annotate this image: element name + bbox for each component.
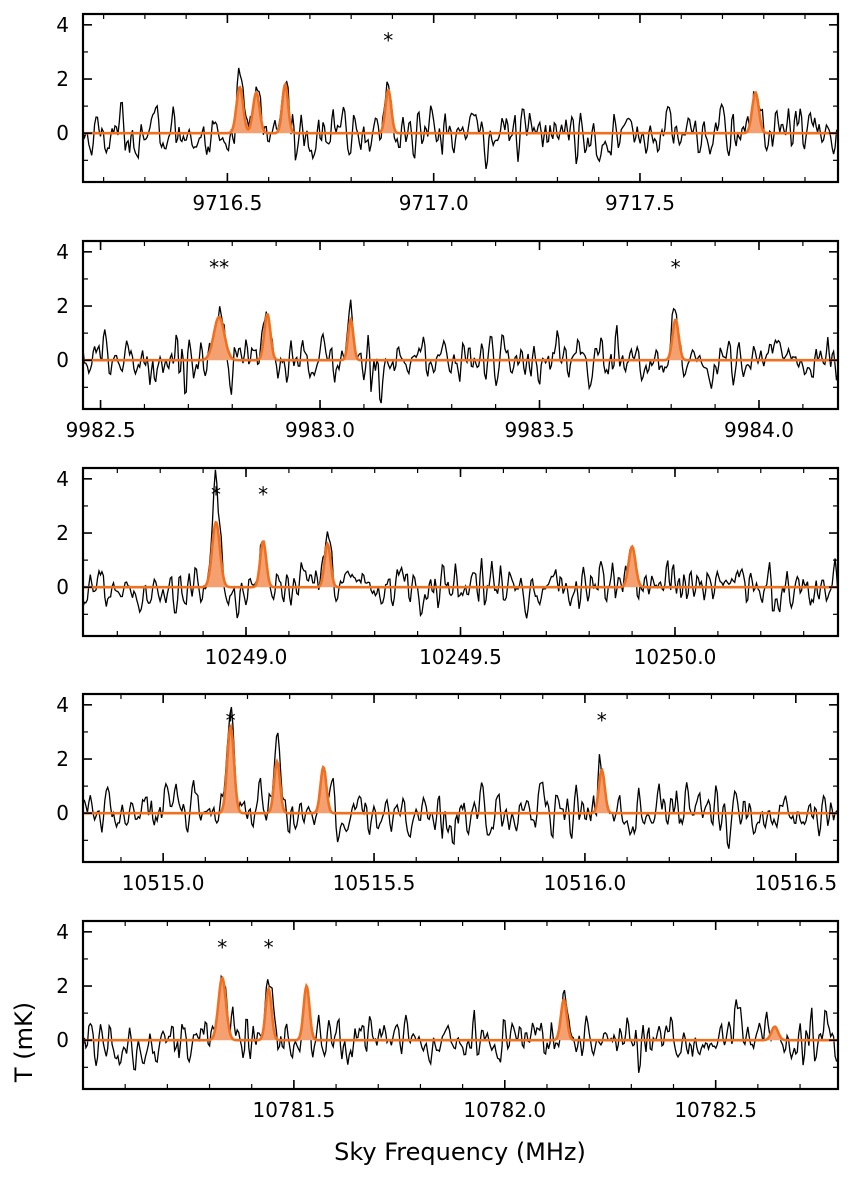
panel-frame <box>81 239 840 411</box>
panel-frame <box>81 12 840 184</box>
line-marker: * <box>258 483 268 507</box>
model-fill <box>83 522 838 588</box>
x-tick-label: 9717.0 <box>399 191 469 215</box>
line-marker: * <box>671 256 681 280</box>
y-tick-label: 2 <box>56 294 69 318</box>
line-marker: ** <box>209 256 229 280</box>
model-fill <box>83 314 838 361</box>
model-fill <box>83 978 838 1041</box>
model-spectrum <box>83 975 838 1042</box>
x-tick-label: 9716.5 <box>192 191 262 215</box>
line-marker: * <box>217 936 227 960</box>
y-tick-label: 2 <box>56 747 69 771</box>
observed-spectrum <box>83 67 838 170</box>
x-tick-label: 9982.5 <box>66 418 136 442</box>
model-spectrum <box>83 520 838 589</box>
y-tick-label: 0 <box>56 121 69 145</box>
y-tick-label: 0 <box>56 1028 69 1052</box>
observed-spectrum <box>83 706 838 849</box>
x-axis-label: Sky Frequency (MHz) <box>334 1138 586 1166</box>
panel-1: 9716.5 9717.0 9717.5 0 2 4 * <box>56 12 840 215</box>
y-tick-label: 2 <box>56 521 69 545</box>
y-tick-label: 0 <box>56 575 69 599</box>
panel-frame <box>81 692 840 864</box>
x-tick-label: 10249.0 <box>205 645 288 669</box>
line-marker: * <box>264 936 274 960</box>
panels: 9716.5 9717.0 9717.5 0 2 4 * 9982.5 9983.0 9983.5… <box>56 12 840 1122</box>
x-tick-label: 10516.5 <box>754 871 837 895</box>
observed-spectrum <box>83 469 838 619</box>
panel-frame <box>81 919 840 1091</box>
y-tick-label: 4 <box>56 920 69 944</box>
y-tick-label: 2 <box>56 974 69 998</box>
y-tick-label: 4 <box>56 13 69 37</box>
panel-5: 10781.5 10782.0 10782.5 0 2 4 * * <box>56 919 840 1122</box>
panel-3: 10249.0 10249.5 10250.0 0 2 4 * * <box>56 466 840 669</box>
observed-spectrum <box>83 299 838 404</box>
y-tick-label: 4 <box>56 467 69 491</box>
x-tick-label: 9983.0 <box>285 418 355 442</box>
x-tick-label: 9983.5 <box>505 418 575 442</box>
panel-frame <box>81 466 840 638</box>
model-fill <box>83 726 838 814</box>
y-tick-label: 4 <box>56 240 69 264</box>
y-tick-label: 0 <box>56 348 69 372</box>
x-tick-label: 9717.5 <box>605 191 675 215</box>
model-spectrum <box>83 81 838 135</box>
y-axis-label: T (mK) <box>10 1002 38 1083</box>
line-marker: * <box>597 709 607 733</box>
x-tick-label: 10515.0 <box>122 871 205 895</box>
x-tick-label: 10250.0 <box>634 645 717 669</box>
line-marker: * <box>226 709 236 733</box>
model-spectrum <box>83 722 838 815</box>
y-tick-label: 0 <box>56 801 69 825</box>
y-tick-label: 2 <box>56 67 69 91</box>
x-tick-label: 10515.5 <box>333 871 416 895</box>
x-tick-label: 10516.0 <box>544 871 627 895</box>
y-tick-label: 4 <box>56 693 69 717</box>
x-tick-label: 10782.0 <box>463 1098 546 1122</box>
model-spectrum <box>83 313 838 362</box>
observed-spectrum <box>83 974 838 1073</box>
x-tick-label: 10249.5 <box>419 645 502 669</box>
line-marker: * <box>383 29 393 53</box>
x-tick-label: 9984.0 <box>724 418 794 442</box>
panel-4: 10515.0 10515.5 10516.0 10516.5 0 2 4 * * <box>56 692 840 895</box>
x-tick-label: 10781.5 <box>253 1098 336 1122</box>
x-tick-label: 10782.5 <box>674 1098 757 1122</box>
line-marker: * <box>211 483 221 507</box>
